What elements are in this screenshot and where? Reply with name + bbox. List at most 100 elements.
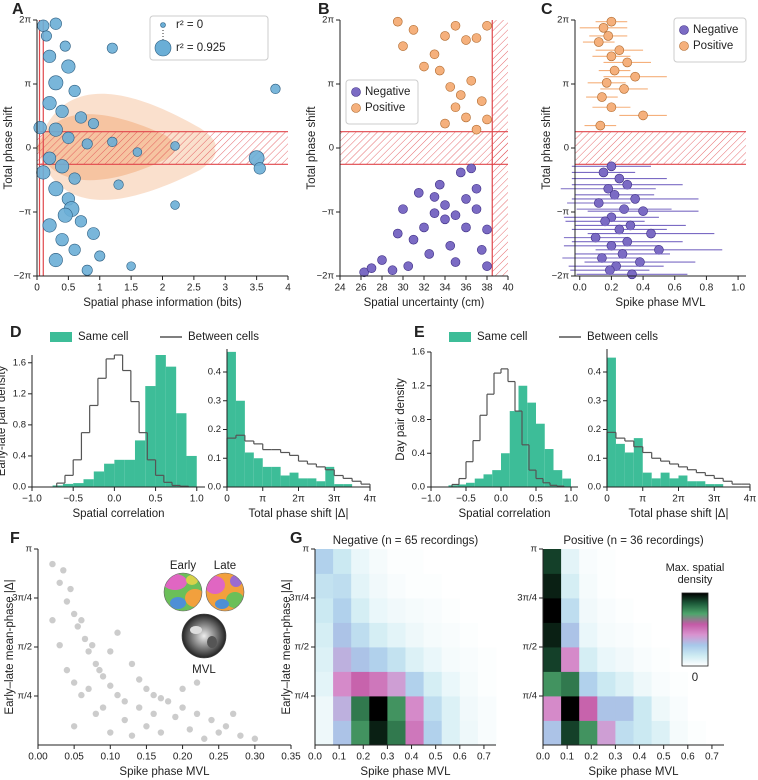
point: [482, 114, 492, 125]
hist-bar: [343, 484, 353, 487]
hist-bar: [271, 466, 281, 487]
heatmap-cell: [441, 696, 461, 721]
point: [60, 567, 67, 574]
x-tick-label: π: [259, 494, 266, 505]
point: [68, 172, 81, 185]
point: [193, 710, 201, 718]
point: [87, 118, 99, 130]
heatmap-cell: [333, 696, 352, 721]
heatmap-cell: [543, 573, 562, 599]
heatmap-cell: [387, 549, 406, 574]
hist-bar: [483, 474, 493, 487]
inset-label: Late: [214, 560, 236, 572]
point: [56, 579, 63, 586]
x-tick-label: 0.10: [101, 752, 121, 763]
point: [630, 71, 640, 82]
point: [92, 710, 100, 718]
point: [136, 676, 143, 683]
y-tick-label: π: [25, 544, 32, 555]
point: [157, 729, 165, 736]
point: [126, 261, 136, 271]
point: [440, 31, 450, 41]
point: [215, 729, 222, 736]
point: [49, 560, 56, 568]
point: [625, 220, 636, 231]
point: [359, 267, 369, 278]
x-tick-label: π: [639, 494, 646, 505]
point: [94, 250, 106, 262]
panel-label: A: [12, 1, 24, 18]
heatmap-cell: [579, 622, 598, 648]
hist-bar: [176, 413, 187, 487]
heatmap-cell: [615, 549, 634, 574]
heatmap-cell: [543, 622, 562, 648]
heatmap-cell: [387, 598, 406, 623]
x-tick-label: 0.15: [137, 752, 157, 763]
point: [429, 49, 440, 60]
point: [440, 214, 450, 225]
heatmap-cell: [687, 573, 707, 599]
point: [461, 222, 471, 233]
heatmap-cell: [561, 598, 580, 623]
point: [601, 78, 612, 88]
heatmap-cell: [633, 671, 652, 697]
x-tick-label: 0.6: [668, 283, 682, 294]
heatmap-cell: [315, 671, 334, 697]
heatmap-cell: [687, 696, 707, 721]
legend-label: r² = 0.925: [176, 42, 226, 54]
point: [85, 648, 92, 655]
heatmap-cell: [423, 720, 443, 746]
x-tick-label: 3π: [328, 494, 341, 505]
x-axis-label: Spatial phase information (bits): [83, 297, 242, 309]
heatmap-cell: [405, 573, 424, 599]
y-tick-label: −2π: [14, 271, 32, 282]
point: [61, 59, 76, 74]
hist-bar: [624, 452, 634, 487]
heatmap-cell: [333, 622, 352, 648]
y-tick-label: 0.1: [588, 453, 601, 464]
point: [482, 20, 492, 31]
legend-swatch: [449, 332, 471, 342]
point: [622, 57, 633, 68]
legend-label: r² = 0: [176, 19, 203, 31]
x-tick-label: 0.25: [209, 752, 229, 763]
hist-bar: [325, 466, 335, 487]
heatmap-cell: [561, 647, 580, 672]
point: [92, 660, 100, 668]
x-tick-label: 0.8: [699, 283, 713, 294]
hist-bar: [705, 484, 715, 487]
point: [392, 228, 403, 239]
point: [67, 585, 74, 593]
point: [85, 685, 92, 693]
point: [590, 232, 601, 243]
x-tick-label: 2: [160, 283, 166, 294]
heatmap-cell: [423, 696, 443, 721]
heatmap-cell: [633, 622, 652, 648]
hist-bar: [253, 458, 263, 487]
point: [37, 19, 50, 32]
point: [48, 122, 63, 137]
point: [74, 111, 88, 124]
y-tick-label: 0.0: [588, 482, 601, 493]
heatmap-cell: [369, 549, 388, 574]
heatmap-cell: [633, 647, 652, 672]
x-tick-label: −1.0: [22, 494, 42, 505]
heatmap-cell: [459, 647, 479, 672]
heatmap-cell: [597, 671, 616, 697]
point: [56, 641, 63, 649]
y-tick-label: 0.8: [13, 419, 26, 430]
point: [614, 45, 625, 56]
y-axis-label: Total phase shift: [541, 106, 553, 190]
heatmap-cell: [351, 573, 370, 599]
heatmap-cell: [651, 647, 671, 672]
point: [150, 691, 157, 699]
heatmap-cell: [597, 573, 616, 599]
point: [408, 25, 419, 35]
y-tick-label: 1.2: [412, 380, 425, 391]
point: [70, 610, 78, 618]
x-tick-label: 2.5: [187, 283, 201, 294]
x-tick-label: −1.0: [421, 494, 441, 505]
heatmap-cell: [561, 720, 580, 746]
point: [89, 641, 96, 649]
x-tick-label: 0.7: [477, 752, 491, 763]
